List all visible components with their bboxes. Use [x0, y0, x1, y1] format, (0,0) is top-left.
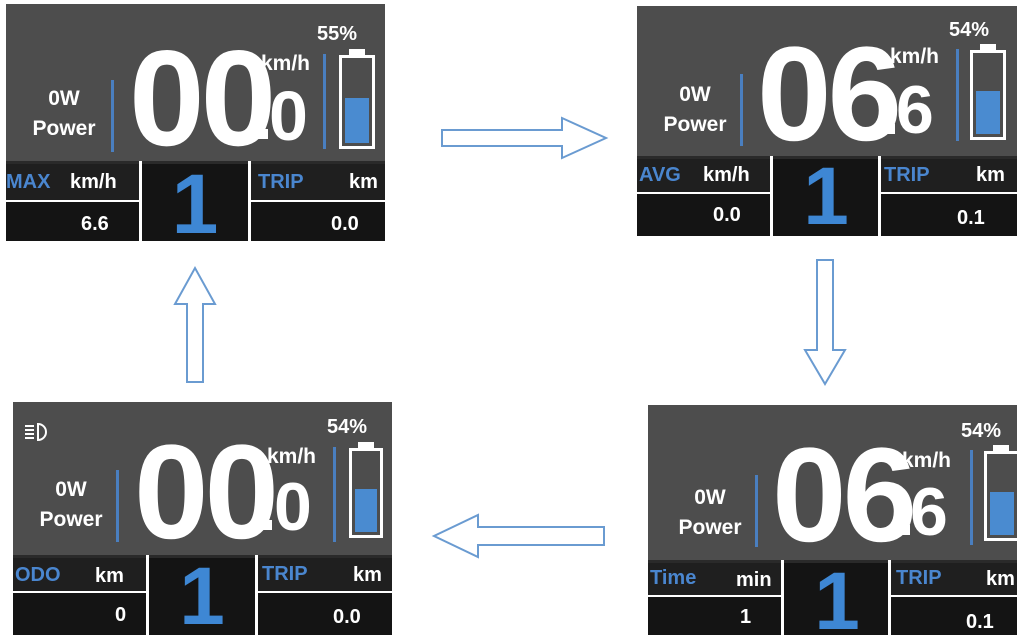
- left-unit: km/h: [703, 164, 750, 186]
- left-unit: km/h: [70, 171, 117, 193]
- speed-panel: [637, 6, 1017, 156]
- battery-level: [355, 489, 377, 532]
- bottom-separator: [648, 560, 1017, 563]
- arrow-right-icon: [441, 116, 609, 160]
- decimal-point: [258, 129, 268, 139]
- divider-line: [970, 450, 973, 545]
- speed-integer: 06: [772, 421, 917, 570]
- battery-level: [976, 91, 1000, 134]
- battery-percent: 54%: [961, 420, 1002, 442]
- speed-decimal: 0: [274, 469, 312, 545]
- bottom-separator: [637, 156, 1017, 159]
- speed-integer: 00: [129, 22, 276, 174]
- display-screen-max: 0W Power 00 0 km/h 55% MAX km/h 6.6 1 TR…: [6, 4, 385, 241]
- left-unit: min: [736, 569, 772, 591]
- battery-icon: [339, 49, 375, 149]
- power-label: Power: [39, 508, 103, 531]
- battery-percent: 54%: [949, 19, 990, 41]
- left-unit: km: [95, 565, 124, 587]
- right-unit: km: [976, 164, 1005, 186]
- power-value: 0W: [679, 83, 711, 106]
- arrow-left-icon: [431, 513, 605, 559]
- speed-unit: km/h: [261, 52, 311, 75]
- display-screen-avg: 0W Power 06 6 km/h 54% AVG km/h 0.0 1 TR…: [637, 6, 1017, 236]
- assist-level: 1: [814, 556, 860, 635]
- power-value: 0W: [694, 486, 726, 509]
- bottom-separator: [13, 555, 392, 558]
- divider-line: [333, 447, 336, 542]
- power-value: 0W: [48, 87, 80, 110]
- divider-line: [755, 475, 758, 547]
- divider-line: [111, 80, 114, 152]
- power-value: 0W: [55, 478, 87, 501]
- divider-line: [956, 49, 959, 141]
- decimal-point: [262, 520, 272, 530]
- right-value: 0.1: [957, 207, 985, 229]
- speed-decimal: 0: [269, 77, 308, 155]
- speed-integer: 00: [134, 418, 279, 567]
- bottom-separator: [6, 161, 385, 164]
- left-value: 0.0: [713, 204, 741, 226]
- right-unit: km: [986, 568, 1015, 590]
- left-label: Time: [650, 567, 697, 589]
- right-unit: km: [353, 564, 382, 586]
- speed-panel: [648, 405, 1017, 560]
- power-label: Power: [663, 113, 727, 136]
- arrow-up-icon: [173, 265, 217, 383]
- right-unit: km: [349, 171, 378, 193]
- battery-icon: [984, 445, 1017, 541]
- headlight-icon: [25, 422, 47, 442]
- speed-decimal: 6: [896, 72, 934, 148]
- left-value: 0: [115, 604, 127, 626]
- assist-level: 1: [171, 157, 219, 241]
- right-label: TRIP: [896, 567, 942, 589]
- display-screen-odo: 0W Power 00 0 km/h 54% ODO km 0 1 TRIP k…: [13, 402, 392, 635]
- right-value: 0.1: [966, 611, 994, 633]
- speed-unit: km/h: [890, 45, 940, 68]
- decimal-point: [900, 525, 910, 535]
- arrow-down-icon: [803, 259, 847, 386]
- speed-integer: 06: [757, 20, 902, 169]
- left-value: 1: [740, 606, 752, 628]
- display-screen-time: 0W Power 06 6 km/h 54% Time min 1 1 TRIP…: [648, 405, 1017, 635]
- power-readout: 0W Power: [31, 475, 111, 535]
- power-label: Power: [32, 117, 96, 140]
- battery-icon: [970, 44, 1006, 140]
- battery-icon: [349, 442, 383, 538]
- right-label: TRIP: [884, 164, 930, 186]
- right-value: 0.0: [331, 213, 359, 235]
- power-readout: 0W Power: [655, 80, 735, 140]
- divider-line: [116, 470, 119, 542]
- speed-panel: [13, 402, 392, 555]
- left-label: ODO: [15, 564, 61, 586]
- power-label: Power: [678, 516, 742, 539]
- battery-percent: 54%: [327, 416, 368, 438]
- assist-level: 1: [803, 151, 849, 237]
- speed-decimal: 6: [910, 474, 948, 550]
- speed-unit: km/h: [902, 449, 952, 472]
- right-label: TRIP: [262, 563, 308, 585]
- battery-level: [990, 492, 1014, 535]
- decimal-point: [885, 124, 895, 134]
- speed-panel: [6, 4, 385, 161]
- left-label: MAX: [6, 171, 51, 193]
- divider-line: [323, 54, 326, 149]
- right-label: TRIP: [258, 171, 304, 193]
- power-readout: 0W Power: [670, 483, 750, 543]
- right-value: 0.0: [333, 606, 361, 628]
- power-readout: 0W Power: [24, 84, 104, 144]
- speed-unit: km/h: [267, 445, 317, 468]
- divider-line: [740, 74, 743, 146]
- left-value: 6.6: [81, 213, 109, 235]
- battery-level: [345, 98, 369, 143]
- assist-level: 1: [179, 551, 225, 635]
- left-label: AVG: [639, 164, 681, 186]
- battery-percent: 55%: [317, 23, 358, 45]
